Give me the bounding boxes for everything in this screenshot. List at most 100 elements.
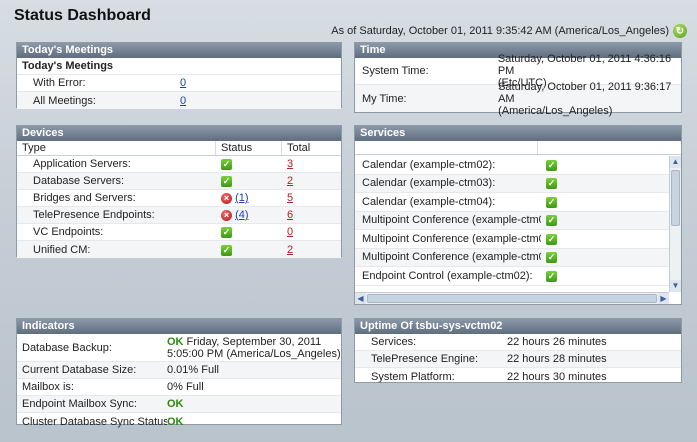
meetings-row-all: All Meetings: 0 <box>17 92 341 109</box>
indicators-panel: Indicators Database Backup: OK Friday, S… <box>16 318 342 428</box>
refresh-icon[interactable]: ↻ <box>673 24 687 38</box>
column-status[interactable]: Status <box>216 141 282 155</box>
time-row-system: System Time: Saturday, October 01, 2011 … <box>355 53 681 89</box>
device-total-cell: 3 <box>282 158 293 170</box>
time-value: Saturday, October 01, 2011 4:36:16 PM (E… <box>498 53 681 89</box>
uptime-header: Uptime Of tsbu-sys-vctm02 <box>355 319 681 334</box>
scroll-down-icon[interactable]: ▼ <box>670 280 681 292</box>
device-row: TelePresence Endpoints: × (4) 6 <box>17 207 341 224</box>
device-type: Database Servers: <box>33 175 125 187</box>
device-total-link[interactable]: 3 <box>287 158 294 170</box>
device-type: VC Endpoints: <box>33 226 104 238</box>
ok-status: OK <box>167 398 184 410</box>
service-status: ✓ <box>541 233 557 245</box>
check-icon: ✓ <box>221 159 232 170</box>
time-value-line: (Etc/UTC) <box>497 77 547 89</box>
device-total-link[interactable]: 2 <box>287 243 294 256</box>
indicator-value-line: 5:05:00 PM (America/Los_Angeles) <box>167 347 341 360</box>
device-total-link[interactable]: 0 <box>287 226 294 238</box>
error-icon: × <box>221 192 232 204</box>
device-row: Bridges and Servers: × (1) 5 <box>17 190 341 207</box>
services-vertical-scrollbar[interactable]: ▲ ▼ <box>669 156 681 292</box>
service-row: Multipoint Conference (example-ctm02): ✓ <box>355 211 669 230</box>
indicator-value: OK Friday, September 30, 2011 5:05:00 PM… <box>167 336 341 360</box>
indicator-label: Cluster Database Sync Status: <box>22 415 167 428</box>
check-icon: ✓ <box>546 196 557 208</box>
indicator-label: Mailbox is: <box>22 381 74 393</box>
column-total[interactable]: Total <box>287 142 311 154</box>
services-column-header <box>355 141 681 155</box>
indicator-row: Database Backup: OK Friday, September 30… <box>17 334 341 362</box>
scroll-up-icon[interactable]: ▲ <box>670 156 681 168</box>
services-panel: Services Calendar (example-ctm02): ✓ Calen… <box>354 125 682 305</box>
service-status: ✓ <box>541 196 557 208</box>
indicator-row: Current Database Size: 0.01% Full <box>17 362 341 379</box>
check-icon: ✓ <box>221 176 232 187</box>
error-icon: × <box>221 209 232 221</box>
device-status: × (4) <box>216 209 282 221</box>
check-icon: ✓ <box>546 215 557 227</box>
time-value-line: Saturday, October 01, 2011 9:36:17 AM <box>498 80 672 105</box>
device-row: Application Servers: ✓ 3 <box>17 156 341 173</box>
indicator-value: 0.01% Full <box>167 364 219 376</box>
meetings-panel: Today's Meetings Today's Meetings With E… <box>16 42 342 109</box>
device-type: Unified CM: <box>33 243 91 256</box>
device-total-link[interactable]: 6 <box>287 209 294 221</box>
check-icon: ✓ <box>546 252 557 264</box>
meetings-all-link[interactable]: 0 <box>180 94 187 107</box>
device-type: Application Servers: <box>33 158 131 170</box>
column-service[interactable] <box>355 141 538 154</box>
uptime-panel: Uptime Of tsbu-sys-vctm02 Services: 22 h… <box>354 318 682 383</box>
device-total-link[interactable]: 5 <box>287 192 294 204</box>
meetings-header: Today's Meetings <box>17 43 341 58</box>
time-value-line: (America/Los_Angeles) <box>498 104 613 117</box>
indicator-label: Endpoint Mailbox Sync: <box>22 398 137 410</box>
meetings-error-link[interactable]: 0 <box>180 77 187 89</box>
uptime-value: 22 hours 26 minutes <box>507 336 607 348</box>
device-row: Unified CM: ✓ 2 <box>17 241 341 258</box>
service-label: Calendar (example-ctm04): <box>362 195 496 208</box>
devices-table-body: Application Servers: ✓ 3 Database Servers: ✓… <box>17 156 341 258</box>
check-icon: ✓ <box>546 233 557 245</box>
service-label: Multipoint Conference (example-ctm03): <box>362 232 541 245</box>
page-title: Status Dashboard <box>14 7 151 24</box>
device-total-cell: 0 <box>282 226 293 238</box>
uptime-value: 22 hours 30 minutes <box>507 370 607 383</box>
scroll-left-icon[interactable]: ◀ <box>355 293 366 304</box>
check-icon: ✓ <box>221 227 232 238</box>
device-total-cell: 6 <box>282 209 293 221</box>
as-of-timestamp: As of Saturday, October 01, 2011 9:35:42… <box>331 24 687 38</box>
services-horizontal-scrollbar[interactable]: ◀ ▶ <box>355 292 669 304</box>
column-service-status[interactable] <box>538 141 681 154</box>
service-row: Multipoint Conference (example-ctm04): ✓ <box>355 248 669 267</box>
time-value-line: Saturday, October 01, 2011 4:36:16 PM <box>497 53 672 77</box>
device-row: Database Servers: ✓ 2 <box>17 173 341 190</box>
column-type[interactable]: Type <box>17 141 216 155</box>
check-icon: ✓ <box>546 159 557 171</box>
service-label: Multipoint Conference (example-ctm04): <box>362 251 541 264</box>
devices-panel: Devices Type Status Total Application Se… <box>16 125 342 258</box>
service-row: Calendar (example-ctm02): ✓ <box>355 156 669 175</box>
device-row: VC Endpoints: ✓ 0 <box>17 224 341 241</box>
uptime-row: Services: 22 hours 26 minutes <box>355 334 681 351</box>
scroll-right-icon[interactable]: ▶ <box>658 293 669 304</box>
device-total-link[interactable]: 2 <box>287 175 294 187</box>
check-icon: ✓ <box>546 270 557 282</box>
as-of-text: As of Saturday, October 01, 2011 9:35:42… <box>331 25 669 37</box>
scroll-thumb[interactable] <box>671 170 680 226</box>
uptime-value: 22 hours 28 minutes <box>507 353 607 365</box>
time-panel: Time System Time: Saturday, October 01, … <box>354 42 682 117</box>
uptime-label: TelePresence Engine: <box>371 353 479 365</box>
time-label: System Time: <box>362 65 429 77</box>
device-error-link[interactable]: (1) <box>235 192 249 204</box>
device-error-link[interactable]: (4) <box>235 209 249 221</box>
device-status: ✓ <box>216 175 282 187</box>
scroll-h-thumb[interactable] <box>367 294 657 303</box>
service-status: ✓ <box>541 214 557 227</box>
meetings-subheader: Today's Meetings <box>22 60 114 72</box>
services-list: Calendar (example-ctm02): ✓ Calendar (exam… <box>355 156 669 292</box>
device-status: ✓ <box>216 244 282 256</box>
service-label: Multipoint Conference (example-ctm02): <box>362 214 541 227</box>
check-icon: ✓ <box>546 178 557 190</box>
device-status: ✓ <box>216 158 282 170</box>
